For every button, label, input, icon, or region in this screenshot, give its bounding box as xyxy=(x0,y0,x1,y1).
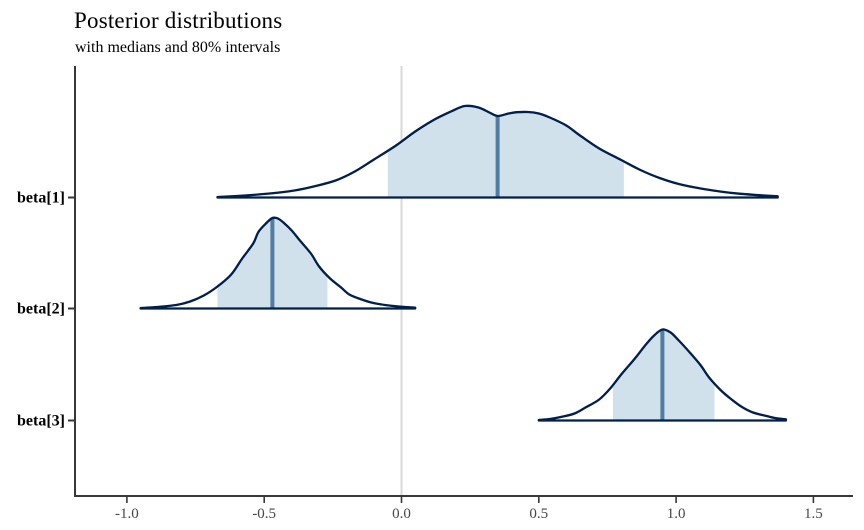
plot-title: Posterior distributions xyxy=(74,8,283,33)
y-axis-label-beta-1: beta[1] xyxy=(17,190,65,207)
x-tick-label-0-5: -0.5 xyxy=(252,506,276,522)
x-tick-label-0-0: 0.0 xyxy=(392,506,411,522)
interval-band-beta-1 xyxy=(387,105,624,198)
y-axis-label-beta-3: beta[3] xyxy=(17,413,65,430)
plot-subtitle: with medians and 80% intervals xyxy=(75,39,281,56)
x-tick-label-1-0: 1.0 xyxy=(667,506,686,522)
x-tick-label-1-5: 1.5 xyxy=(804,506,823,522)
x-tick-label-0-5: 0.5 xyxy=(529,506,548,522)
density-outline-beta-2 xyxy=(139,216,417,310)
density-outline-beta-3 xyxy=(537,328,788,422)
x-tick-label-1-0: -1.0 xyxy=(115,506,139,522)
y-axis-label-beta-2: beta[2] xyxy=(17,301,65,318)
interval-band-beta-2 xyxy=(217,217,328,309)
density-outline-beta-1 xyxy=(216,104,779,199)
